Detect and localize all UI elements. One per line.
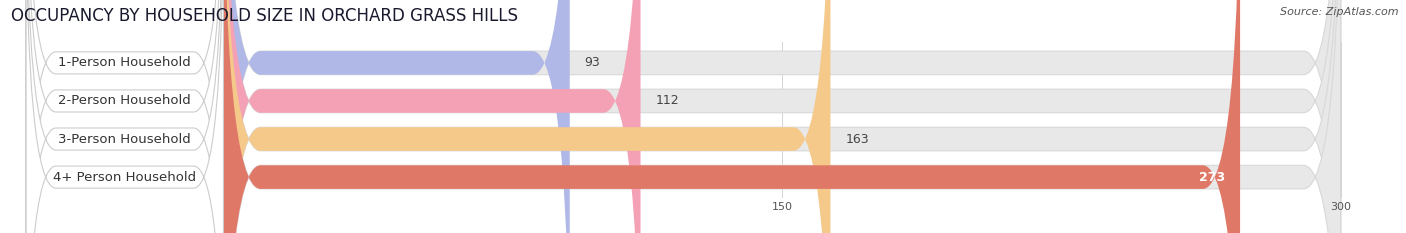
FancyBboxPatch shape (224, 0, 1341, 233)
Text: 273: 273 (1199, 171, 1225, 184)
FancyBboxPatch shape (27, 0, 224, 233)
FancyBboxPatch shape (27, 0, 224, 233)
FancyBboxPatch shape (27, 0, 224, 233)
Text: 2-Person Household: 2-Person Household (59, 94, 191, 107)
FancyBboxPatch shape (224, 0, 641, 233)
FancyBboxPatch shape (224, 0, 1240, 233)
FancyBboxPatch shape (224, 0, 1341, 233)
FancyBboxPatch shape (27, 0, 224, 233)
Text: 112: 112 (655, 94, 679, 107)
Text: 3-Person Household: 3-Person Household (59, 133, 191, 146)
Text: 1-Person Household: 1-Person Household (59, 56, 191, 69)
FancyBboxPatch shape (224, 0, 569, 233)
FancyBboxPatch shape (224, 0, 1341, 233)
FancyBboxPatch shape (224, 0, 831, 233)
Text: OCCUPANCY BY HOUSEHOLD SIZE IN ORCHARD GRASS HILLS: OCCUPANCY BY HOUSEHOLD SIZE IN ORCHARD G… (11, 7, 519, 25)
FancyBboxPatch shape (224, 0, 1341, 233)
Text: 93: 93 (585, 56, 600, 69)
Text: Source: ZipAtlas.com: Source: ZipAtlas.com (1281, 7, 1399, 17)
Text: 4+ Person Household: 4+ Person Household (53, 171, 197, 184)
Text: 163: 163 (845, 133, 869, 146)
